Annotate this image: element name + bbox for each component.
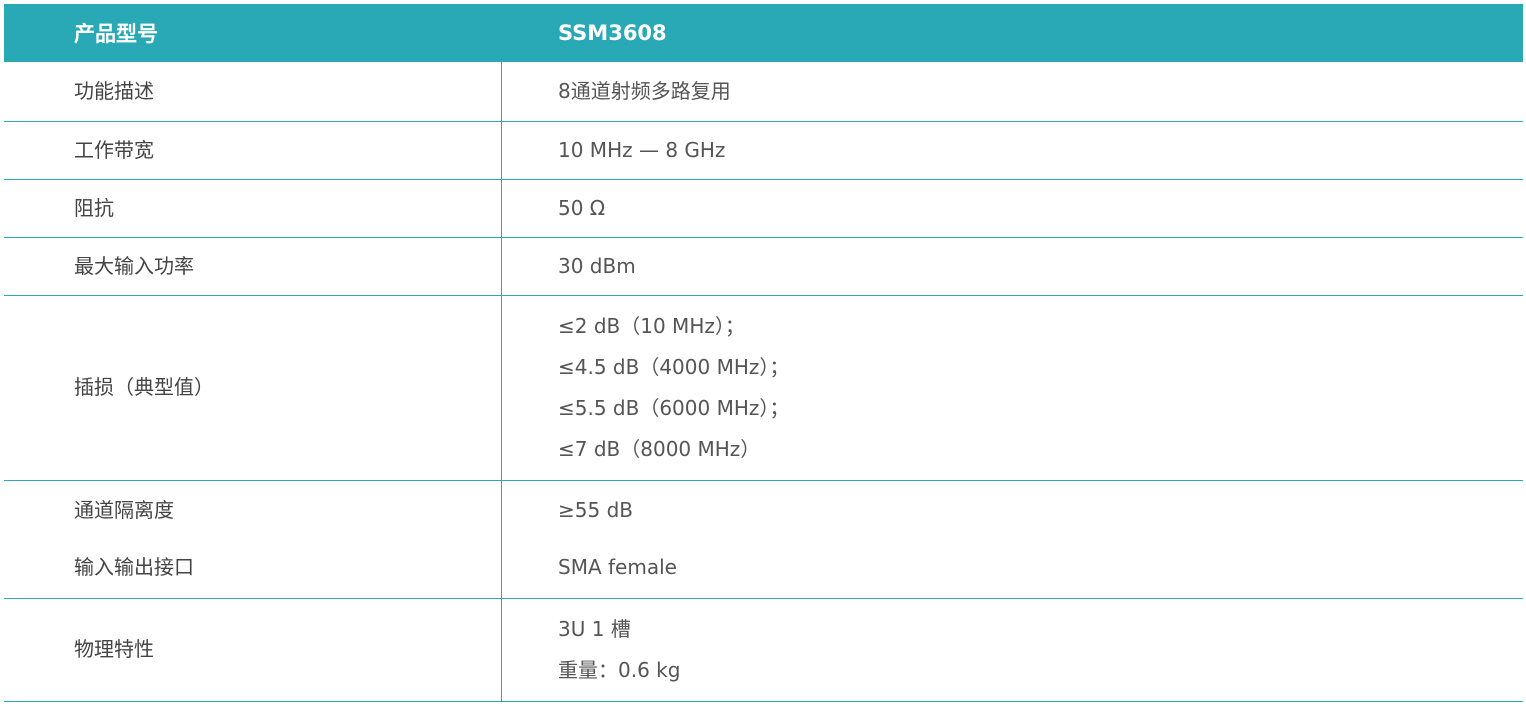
value-text: 3U 1 槽 [558, 616, 631, 641]
label-text: 插损（典型值） [74, 375, 214, 400]
row-value: 3U 1 槽重量：0.6 kg [558, 599, 680, 701]
label-text: 最大输入功率 [74, 253, 194, 278]
row-label: 插损（典型值） [74, 296, 214, 480]
row-value: 30 dBm [558, 238, 636, 296]
header-value: SSM3608 [558, 21, 667, 45]
label-text: 工作带宽 [74, 137, 154, 162]
row-value: 10 MHz — 8 GHz [558, 122, 725, 180]
value-text: ≥55 dB [558, 498, 633, 523]
table-row: 阻抗 50 Ω [4, 180, 1523, 238]
row-label: 功能描述 [74, 62, 154, 121]
label-text: 物理特性 [74, 637, 154, 662]
value-text: ≤5.5 dB（6000 MHz）； [558, 395, 790, 420]
row-value: 50 Ω [558, 180, 605, 237]
column-divider [501, 62, 502, 121]
value-text: ≤4.5 dB（4000 MHz）； [558, 354, 790, 379]
label-text: 通道隔离度 [74, 498, 174, 523]
spec-table: 产品型号 SSM3608 功能描述 8通道射频多路复用工作带宽 10 MHz — 8… [4, 4, 1523, 702]
value-text: 重量：0.6 kg [558, 657, 681, 682]
value-text: 30 dBm [558, 253, 636, 278]
table-row: 物理特性 3U 1 槽重量：0.6 kg [4, 599, 1523, 702]
row-label: 通道隔离度输入输出接口 [74, 481, 194, 599]
column-divider [501, 296, 502, 480]
row-label: 最大输入功率 [74, 238, 194, 296]
column-divider [501, 480, 502, 598]
row-value: ≤2 dB（10 MHz）； ≤4.5 dB（4000 MHz）； ≤5.5 dB（… [558, 296, 789, 480]
column-divider [501, 180, 502, 237]
row-label: 物理特性 [74, 599, 154, 701]
table-row: 最大输入功率 30 dBm [4, 237, 1523, 296]
table-row: 功能描述 8通道射频多路复用 [4, 62, 1523, 122]
value-text: 10 MHz — 8 GHz [558, 137, 726, 162]
column-divider [501, 237, 502, 295]
column-divider [501, 599, 502, 701]
label-text: 功能描述 [74, 78, 154, 103]
row-label: 工作带宽 [74, 122, 154, 180]
table-row: 工作带宽 10 MHz — 8 GHz [4, 121, 1523, 180]
row-value: 8通道射频多路复用 [558, 62, 731, 121]
label-text: 阻抗 [74, 195, 114, 220]
table-header: 产品型号 SSM3608 [4, 4, 1523, 62]
value-text: ≤2 dB（10 MHz）； [558, 313, 745, 338]
value-text: SMA female [558, 555, 677, 580]
value-text: 8通道射频多路复用 [558, 78, 731, 103]
column-divider [501, 121, 502, 179]
table-row: 插损（典型值） ≤2 dB（10 MHz）； ≤4.5 dB（4000 MHz）； ≤… [4, 296, 1523, 481]
row-label: 阻抗 [74, 180, 114, 237]
header-label: 产品型号 [74, 22, 158, 46]
label-text: 输入输出接口 [74, 555, 194, 580]
value-text: ≤7 dB（8000 MHz） [558, 436, 761, 461]
table-row: 通道隔离度输入输出接口 ≥55 dB SMA female [4, 480, 1523, 599]
value-text: 50 Ω [558, 195, 606, 220]
row-value: ≥55 dB SMA female [558, 481, 677, 599]
